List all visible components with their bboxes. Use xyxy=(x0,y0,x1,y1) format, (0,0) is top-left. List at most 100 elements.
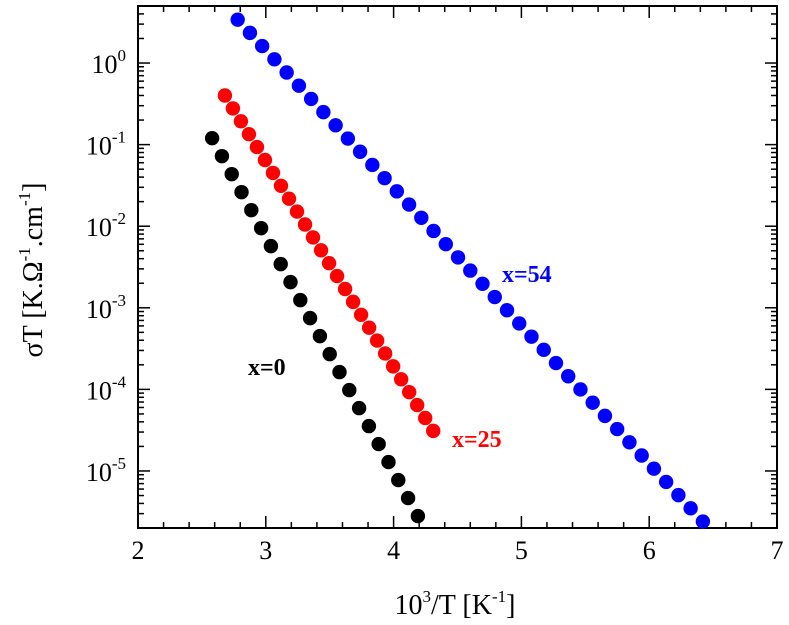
data-point xyxy=(297,217,313,232)
y-tick-label: 10-3 xyxy=(86,291,126,324)
data-point xyxy=(536,342,551,358)
x-tick-label: 7 xyxy=(771,536,784,565)
data-point xyxy=(438,236,453,252)
x-tick-label: 6 xyxy=(643,536,656,565)
data-point xyxy=(225,101,241,116)
data-point xyxy=(409,397,425,413)
data-point xyxy=(361,320,377,335)
data-point xyxy=(377,346,393,361)
data-point xyxy=(281,191,297,206)
data-point xyxy=(683,501,698,516)
data-point xyxy=(322,346,337,362)
data-point xyxy=(414,210,429,225)
data-point xyxy=(316,104,331,120)
data-point xyxy=(291,78,307,93)
data-point xyxy=(450,250,466,265)
data-point xyxy=(342,382,357,398)
y-tick-label: 10-1 xyxy=(86,128,126,161)
data-point xyxy=(695,514,711,529)
y-tick-label: 10-4 xyxy=(86,372,127,405)
y-tick-label: 100 xyxy=(92,46,127,79)
data-point xyxy=(646,461,662,476)
data-point xyxy=(351,400,367,416)
axes: 2 3 4 5 6 7 100 10-1 10-2 10-3 10-4 10-5 xyxy=(86,5,784,565)
data-point xyxy=(340,131,356,146)
data-point xyxy=(487,289,502,305)
data-point xyxy=(283,274,298,290)
data-point xyxy=(267,52,282,67)
data-point xyxy=(389,184,405,199)
data-point xyxy=(400,490,416,506)
data-point xyxy=(426,223,441,239)
data-point xyxy=(224,166,239,182)
data-point xyxy=(233,114,249,129)
data-point xyxy=(573,382,588,397)
x-tick-label: 2 xyxy=(132,536,145,565)
data-point xyxy=(312,328,328,344)
series-label: x=0 xyxy=(248,355,286,381)
data-point xyxy=(401,197,417,212)
series-label: x=54 xyxy=(502,262,552,288)
data-point xyxy=(671,487,686,503)
data-point xyxy=(463,263,478,278)
data-point xyxy=(391,472,406,488)
data-point xyxy=(214,148,230,164)
data-point xyxy=(265,165,281,181)
data-point xyxy=(337,281,353,297)
data-point xyxy=(332,364,347,380)
data-point xyxy=(263,238,279,254)
data-point xyxy=(475,276,490,292)
data-point xyxy=(303,91,319,107)
data-point xyxy=(249,139,265,155)
data-point xyxy=(658,474,674,490)
y-axis-title: σT [K.Ω-1.cm-1] xyxy=(15,183,49,358)
data-point xyxy=(273,178,289,193)
data-point xyxy=(361,418,377,434)
data-point xyxy=(353,307,369,322)
x-tick-label: 3 xyxy=(259,536,272,565)
data-point xyxy=(512,316,527,331)
data-point xyxy=(609,421,625,437)
data-point xyxy=(242,25,258,41)
data-point xyxy=(381,454,396,470)
data-point xyxy=(305,230,321,245)
data-point xyxy=(273,256,288,272)
data-point xyxy=(418,410,433,426)
y-tick-label: 10-5 xyxy=(86,454,126,487)
data-point xyxy=(234,184,249,200)
data-point xyxy=(241,126,257,142)
labels: x=0 x=25 x=54 xyxy=(248,262,552,453)
data-point xyxy=(548,355,564,371)
plot-frame xyxy=(137,5,778,529)
data-point xyxy=(345,294,361,310)
data-point xyxy=(377,170,392,186)
data-point xyxy=(293,292,308,308)
x-tick-label: 5 xyxy=(515,536,528,565)
data-point xyxy=(257,152,273,168)
data-point xyxy=(321,255,337,271)
data-point xyxy=(352,144,368,159)
data-point xyxy=(597,408,613,424)
data-point xyxy=(401,384,417,400)
data-point xyxy=(410,508,426,524)
y-tick-label: 10-2 xyxy=(86,209,126,242)
data-point xyxy=(230,12,245,27)
data-point xyxy=(244,202,259,218)
data-point xyxy=(622,435,637,450)
data-point xyxy=(204,130,220,146)
data-point xyxy=(365,157,380,173)
x-axis-title: 103/T [K-1] xyxy=(395,587,516,621)
x-tick-label: 4 xyxy=(387,536,400,565)
data-point xyxy=(254,38,270,54)
data-point xyxy=(313,243,329,258)
data-point xyxy=(561,369,576,384)
data-point xyxy=(385,359,401,374)
data-point xyxy=(634,448,649,463)
data-point xyxy=(371,436,386,452)
data-point xyxy=(328,118,343,133)
data-point xyxy=(585,395,600,410)
data-point xyxy=(393,372,409,387)
data-points xyxy=(204,12,711,529)
data-point xyxy=(524,329,539,344)
series-label: x=25 xyxy=(452,427,502,453)
